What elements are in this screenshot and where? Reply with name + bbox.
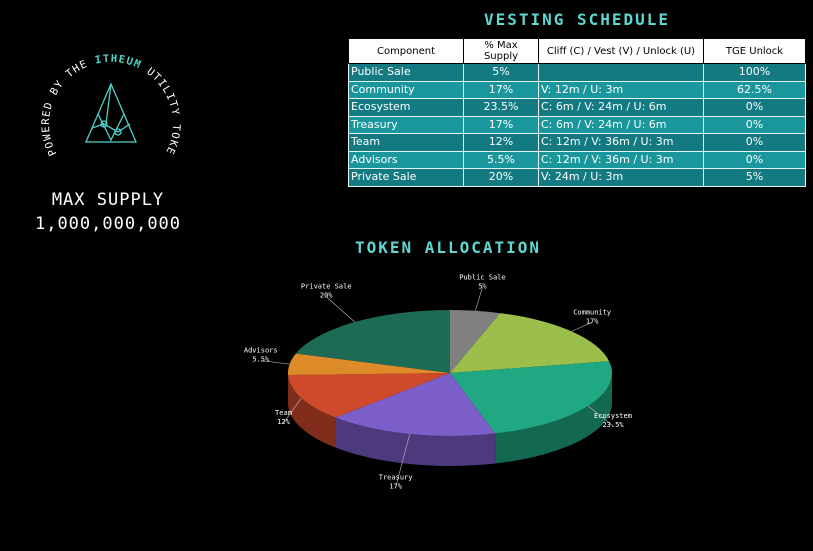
cell-component: Community: [348, 80, 464, 99]
pie-leader-line: [395, 433, 411, 488]
pie-label-name: Advisors: [244, 347, 278, 355]
cell-pct: 5.5%: [463, 150, 539, 169]
max-supply-value: 1,000,000,000: [34, 214, 182, 234]
vesting-row: Treasury 17% C: 6m / V: 24m / U: 6m 0%: [348, 115, 806, 134]
pie-leader-line: [283, 397, 302, 424]
cell-component: Public Sale: [348, 63, 464, 82]
itheum-logo-icon: [85, 82, 137, 143]
cell-schedule: V: 12m / U: 3m: [538, 80, 704, 99]
pie-label-name: Community: [573, 308, 611, 316]
pie-slice-public-sale: [450, 310, 501, 373]
vesting-row: Community 17% V: 12m / U: 3m 62.5%: [348, 80, 806, 99]
pie-label-name: Team: [275, 409, 292, 417]
header-schedule: Cliff (C) / Vest (V) / Unlock (U): [538, 38, 704, 64]
pie-leader-line: [475, 287, 483, 311]
pie-side-team: [288, 374, 336, 448]
pie-side-treasury: [335, 417, 496, 467]
cell-component: Ecosystem: [348, 98, 464, 117]
vesting-table-body: Public Sale 5% 100% Community 17% V: 12m / U:…: [348, 63, 806, 187]
pie-label-name: Private Sale: [301, 283, 352, 291]
header-tge: TGE Unlock: [703, 38, 806, 64]
cell-tge: 0%: [703, 98, 806, 117]
cell-schedule: C: 6m / V: 24m / U: 6m: [538, 115, 704, 134]
pie-label-value: 5.5%: [252, 356, 270, 364]
pie-label-value: 17%: [389, 482, 402, 490]
pie-slice-team: [288, 373, 450, 418]
pie-label-name: Public Sale: [459, 273, 505, 281]
vesting-table: Component % Max Supply Cliff (C) / Vest …: [348, 38, 806, 187]
vesting-schedule-title: VESTING SCHEDULE: [483, 10, 671, 29]
pie-slice-advisors: [288, 353, 450, 375]
vesting-row: Ecosystem 23.5% C: 6m / V: 24m / U: 6m 0%: [348, 98, 806, 117]
cell-schedule: C: 6m / V: 24m / U: 6m: [538, 98, 704, 117]
cell-tge: 0%: [703, 133, 806, 152]
pie-leader-line: [326, 296, 355, 323]
pie-slice-private-sale: [295, 310, 450, 373]
max-supply-title: MAX SUPPLY: [51, 190, 165, 210]
pie-leader-line: [571, 321, 593, 332]
pie-leader-line: [260, 360, 290, 365]
pie-slice-community: [450, 313, 610, 373]
pie-side-ecosystem: [495, 373, 612, 464]
pie-label-value: 23.5%: [602, 421, 624, 429]
pie-label-value: 20%: [320, 292, 333, 300]
pie-slice-treasury: [335, 373, 496, 437]
pie-label-value: 12%: [277, 418, 290, 426]
vesting-row: Private Sale 20% V: 24m / U: 3m 5%: [348, 168, 806, 187]
cell-component: Treasury: [348, 115, 464, 134]
cell-schedule: [538, 63, 704, 82]
cell-pct: 5%: [463, 63, 539, 82]
cell-tge: 5%: [703, 168, 806, 187]
itheum-badge: POWERED BY THE ITHEUM UTILITY TOKEN: [24, 19, 194, 194]
cell-pct: 20%: [463, 168, 539, 187]
vesting-header-row: Component % Max Supply Cliff (C) / Vest …: [348, 38, 806, 64]
token-allocation-title: TOKEN ALLOCATION: [354, 238, 542, 257]
pie-label-name: Ecosystem: [594, 412, 632, 420]
cell-component: Private Sale: [348, 168, 464, 187]
pie-label-value: 5%: [478, 282, 487, 290]
cell-pct: 12%: [463, 133, 539, 152]
pie-label-value: 17%: [586, 317, 599, 325]
pie-slice-ecosystem: [450, 361, 612, 434]
cell-pct: 17%: [463, 115, 539, 134]
pie-label-name: Treasury: [379, 473, 413, 481]
vesting-row: Team 12% C: 12m / V: 36m / U: 3m 0%: [348, 133, 806, 152]
pie-leader-line: [587, 405, 614, 427]
cell-schedule: V: 24m / U: 3m: [538, 168, 704, 187]
